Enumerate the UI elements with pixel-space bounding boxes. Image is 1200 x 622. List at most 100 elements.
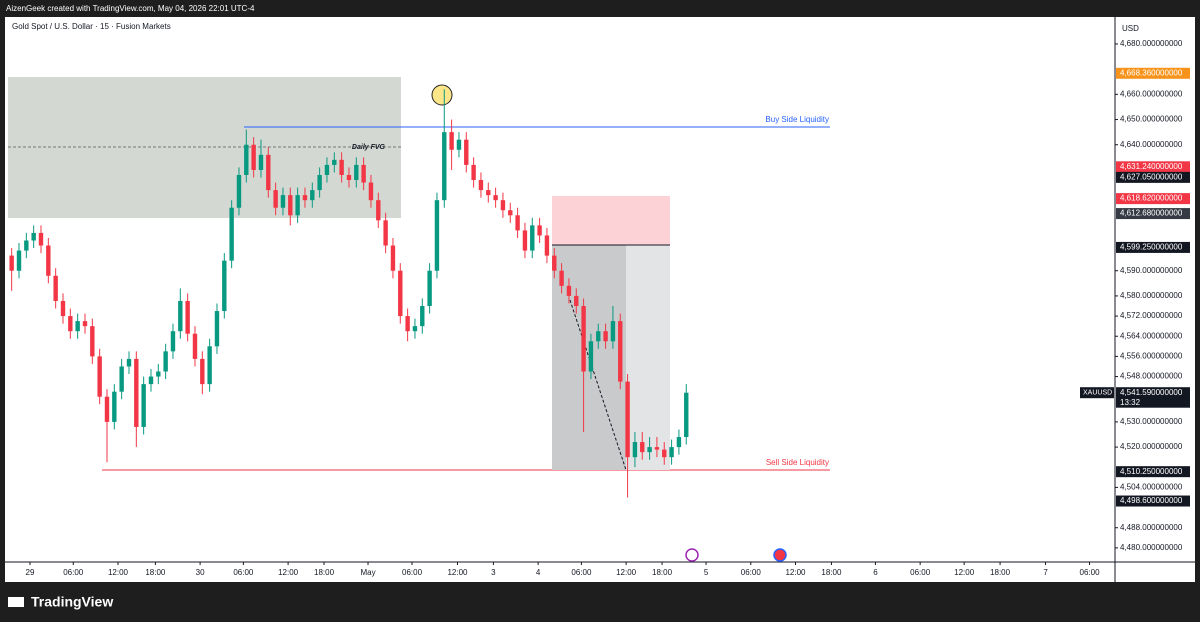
candle-body — [647, 447, 652, 453]
candle-body — [185, 300, 190, 334]
candle-body — [449, 132, 454, 150]
symbol-label: XAUUSD — [1083, 390, 1112, 397]
x-tick-label: 18:00 — [145, 568, 166, 577]
price-tag — [1116, 387, 1190, 399]
price-tag-label: 4,599.250000000 — [1120, 243, 1183, 252]
price-tag — [1116, 208, 1190, 220]
candle-body — [156, 371, 161, 377]
candle-body — [500, 200, 506, 211]
candle-body — [530, 225, 535, 251]
x-tick-label: 06:00 — [1080, 568, 1101, 577]
x-tick-label: 7 — [1043, 568, 1048, 577]
price-tag-label: 4,627.050000000 — [1120, 172, 1183, 181]
candle-body — [53, 275, 58, 301]
candle-body — [97, 356, 102, 397]
chart-title: Gold Spot / U.S. Dollar · 15 · Fusion Ma… — [12, 22, 171, 31]
x-tick-label: 3 — [491, 568, 496, 577]
candle-body — [273, 190, 278, 208]
candle-body — [493, 195, 498, 201]
candle-body — [324, 164, 330, 175]
y-tick-label: 4,504.000000000 — [1120, 483, 1183, 492]
event-icon — [685, 548, 699, 562]
candle-body — [632, 442, 638, 458]
candle-body — [214, 311, 220, 347]
candle-body — [60, 300, 66, 317]
x-tick-label: May — [360, 568, 375, 577]
candle-body — [640, 442, 645, 453]
candle-body — [192, 333, 198, 359]
candle-body — [456, 139, 462, 150]
x-tick-label: 30 — [196, 568, 205, 577]
x-tick-label: 06:00 — [63, 568, 84, 577]
price-tag — [1116, 241, 1190, 253]
x-tick-label: 06:00 — [233, 568, 254, 577]
stop-zone — [552, 196, 670, 245]
candle-body — [390, 245, 396, 271]
price-tag-label: 4,631.240000000 — [1120, 162, 1183, 171]
candle-body — [24, 240, 29, 251]
x-tick-label: 06:00 — [571, 568, 592, 577]
x-tick-label: 12:00 — [785, 568, 806, 577]
candle-body — [354, 164, 359, 181]
y-tick-label: 4,660.000000000 — [1120, 89, 1183, 98]
x-tick-label: 4 — [536, 568, 541, 577]
y-axis-label: USD — [1122, 24, 1139, 33]
buy-side-label: Buy Side Liquidity — [765, 115, 829, 124]
symbol-tag — [1080, 387, 1114, 399]
candle-body — [515, 215, 520, 231]
x-tick-label: 12:00 — [616, 568, 637, 577]
x-tick-label: 18:00 — [314, 568, 335, 577]
candle-body — [478, 180, 484, 191]
brand-logo — [8, 597, 24, 607]
price-tag-label: 4,541.590000000 — [1120, 388, 1183, 397]
candle-body — [46, 245, 51, 276]
candle-body — [442, 132, 447, 201]
x-tick-label: 06:00 — [741, 568, 762, 577]
candle-body — [178, 300, 183, 332]
price-tag — [1116, 171, 1190, 183]
candle-body — [9, 255, 14, 271]
y-tick-label: 4,564.000000000 — [1120, 331, 1183, 340]
x-tick-label: 12:00 — [954, 568, 975, 577]
price-tag-label: 4,668.360000000 — [1120, 68, 1183, 77]
candle-body — [427, 270, 432, 306]
candle-body — [302, 195, 308, 201]
candle-body — [537, 225, 542, 236]
fvg-label: Daily FVG — [352, 144, 386, 151]
candle-body — [559, 270, 564, 286]
candle-body — [141, 384, 146, 427]
countdown: 13:32 — [1120, 398, 1141, 407]
candle-body — [412, 326, 418, 332]
x-tick-label: 06:00 — [402, 568, 423, 577]
candle-body — [610, 321, 616, 342]
candle-body — [574, 295, 579, 306]
candle-body — [332, 159, 337, 165]
price-tag-label: 4,612.680000000 — [1120, 209, 1183, 218]
candle-body — [662, 449, 667, 458]
x-tick-label: 18:00 — [990, 568, 1011, 577]
candle-body — [82, 321, 88, 327]
event-icon — [773, 548, 787, 562]
candle-body — [405, 316, 410, 332]
candle-body — [126, 358, 132, 367]
candle-body — [368, 182, 374, 201]
candle-body — [200, 358, 205, 385]
candle-body — [596, 331, 601, 342]
candle-body — [251, 144, 256, 170]
candle-body — [244, 144, 249, 175]
candle-body — [317, 174, 322, 191]
candle-body — [295, 195, 300, 216]
candle-body — [486, 190, 491, 196]
candle-body — [31, 232, 36, 241]
y-tick-label: 4,480.000000000 — [1120, 543, 1183, 552]
candle-body — [552, 255, 557, 271]
candle-body — [376, 200, 381, 221]
price-tag — [1116, 193, 1190, 205]
countdown-tag — [1116, 397, 1190, 408]
candle-body — [434, 200, 440, 271]
candle-body — [654, 447, 660, 450]
candle-body — [420, 306, 425, 327]
candle-body — [361, 164, 366, 183]
